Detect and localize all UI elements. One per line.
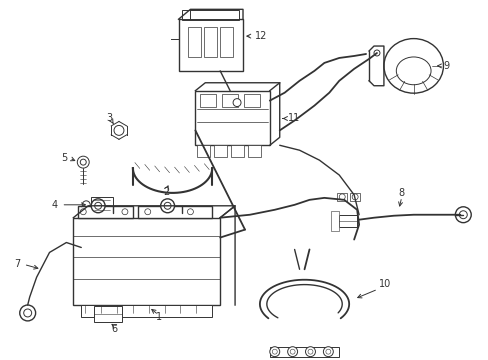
Bar	[78, 206, 133, 218]
Bar	[81, 305, 212, 317]
Circle shape	[161, 199, 174, 213]
Bar	[222, 94, 238, 107]
Circle shape	[287, 347, 297, 357]
Bar	[220, 27, 233, 57]
Bar	[91, 197, 113, 213]
Text: 2: 2	[163, 187, 169, 197]
Circle shape	[269, 347, 279, 357]
Circle shape	[351, 194, 357, 200]
Bar	[182, 10, 239, 20]
Bar	[247, 145, 260, 157]
Circle shape	[80, 209, 86, 215]
Bar	[269, 347, 339, 357]
Text: 7: 7	[14, 259, 20, 269]
Circle shape	[458, 211, 467, 219]
Circle shape	[307, 349, 312, 354]
Text: 6: 6	[111, 324, 117, 334]
Text: 4: 4	[51, 200, 58, 210]
Text: 8: 8	[398, 188, 404, 198]
Bar	[200, 94, 216, 107]
Bar	[349, 193, 359, 201]
Bar	[331, 211, 339, 231]
Bar	[214, 145, 226, 157]
Bar	[178, 19, 243, 71]
Bar	[339, 215, 356, 227]
Circle shape	[91, 199, 105, 213]
Bar	[138, 206, 212, 218]
Circle shape	[454, 207, 470, 223]
Text: 11: 11	[287, 113, 299, 123]
Bar	[337, 193, 346, 201]
Circle shape	[233, 99, 241, 107]
Circle shape	[289, 349, 294, 354]
Circle shape	[272, 349, 277, 354]
Text: 5: 5	[61, 153, 67, 163]
Circle shape	[339, 194, 345, 200]
Circle shape	[24, 309, 32, 317]
Ellipse shape	[395, 57, 430, 85]
Circle shape	[164, 202, 171, 209]
Circle shape	[373, 50, 379, 56]
Bar	[94, 306, 122, 322]
Text: 3: 3	[106, 113, 112, 123]
Bar	[197, 145, 210, 157]
Circle shape	[95, 202, 102, 209]
Bar	[244, 94, 259, 107]
Bar	[204, 27, 217, 57]
Text: 10: 10	[378, 279, 390, 289]
Text: 12: 12	[254, 31, 267, 41]
Circle shape	[305, 347, 315, 357]
Circle shape	[114, 125, 123, 135]
Bar	[73, 218, 220, 305]
Ellipse shape	[383, 39, 443, 93]
Circle shape	[187, 209, 193, 215]
Bar	[195, 91, 269, 145]
Circle shape	[323, 347, 333, 357]
Text: 1: 1	[155, 312, 162, 322]
Circle shape	[122, 209, 128, 215]
Text: 9: 9	[443, 61, 448, 71]
Circle shape	[80, 159, 86, 165]
Circle shape	[325, 349, 330, 354]
Bar	[188, 27, 201, 57]
Circle shape	[77, 156, 89, 168]
Circle shape	[144, 209, 150, 215]
Bar	[231, 145, 244, 157]
Circle shape	[82, 201, 90, 209]
Circle shape	[20, 305, 36, 321]
